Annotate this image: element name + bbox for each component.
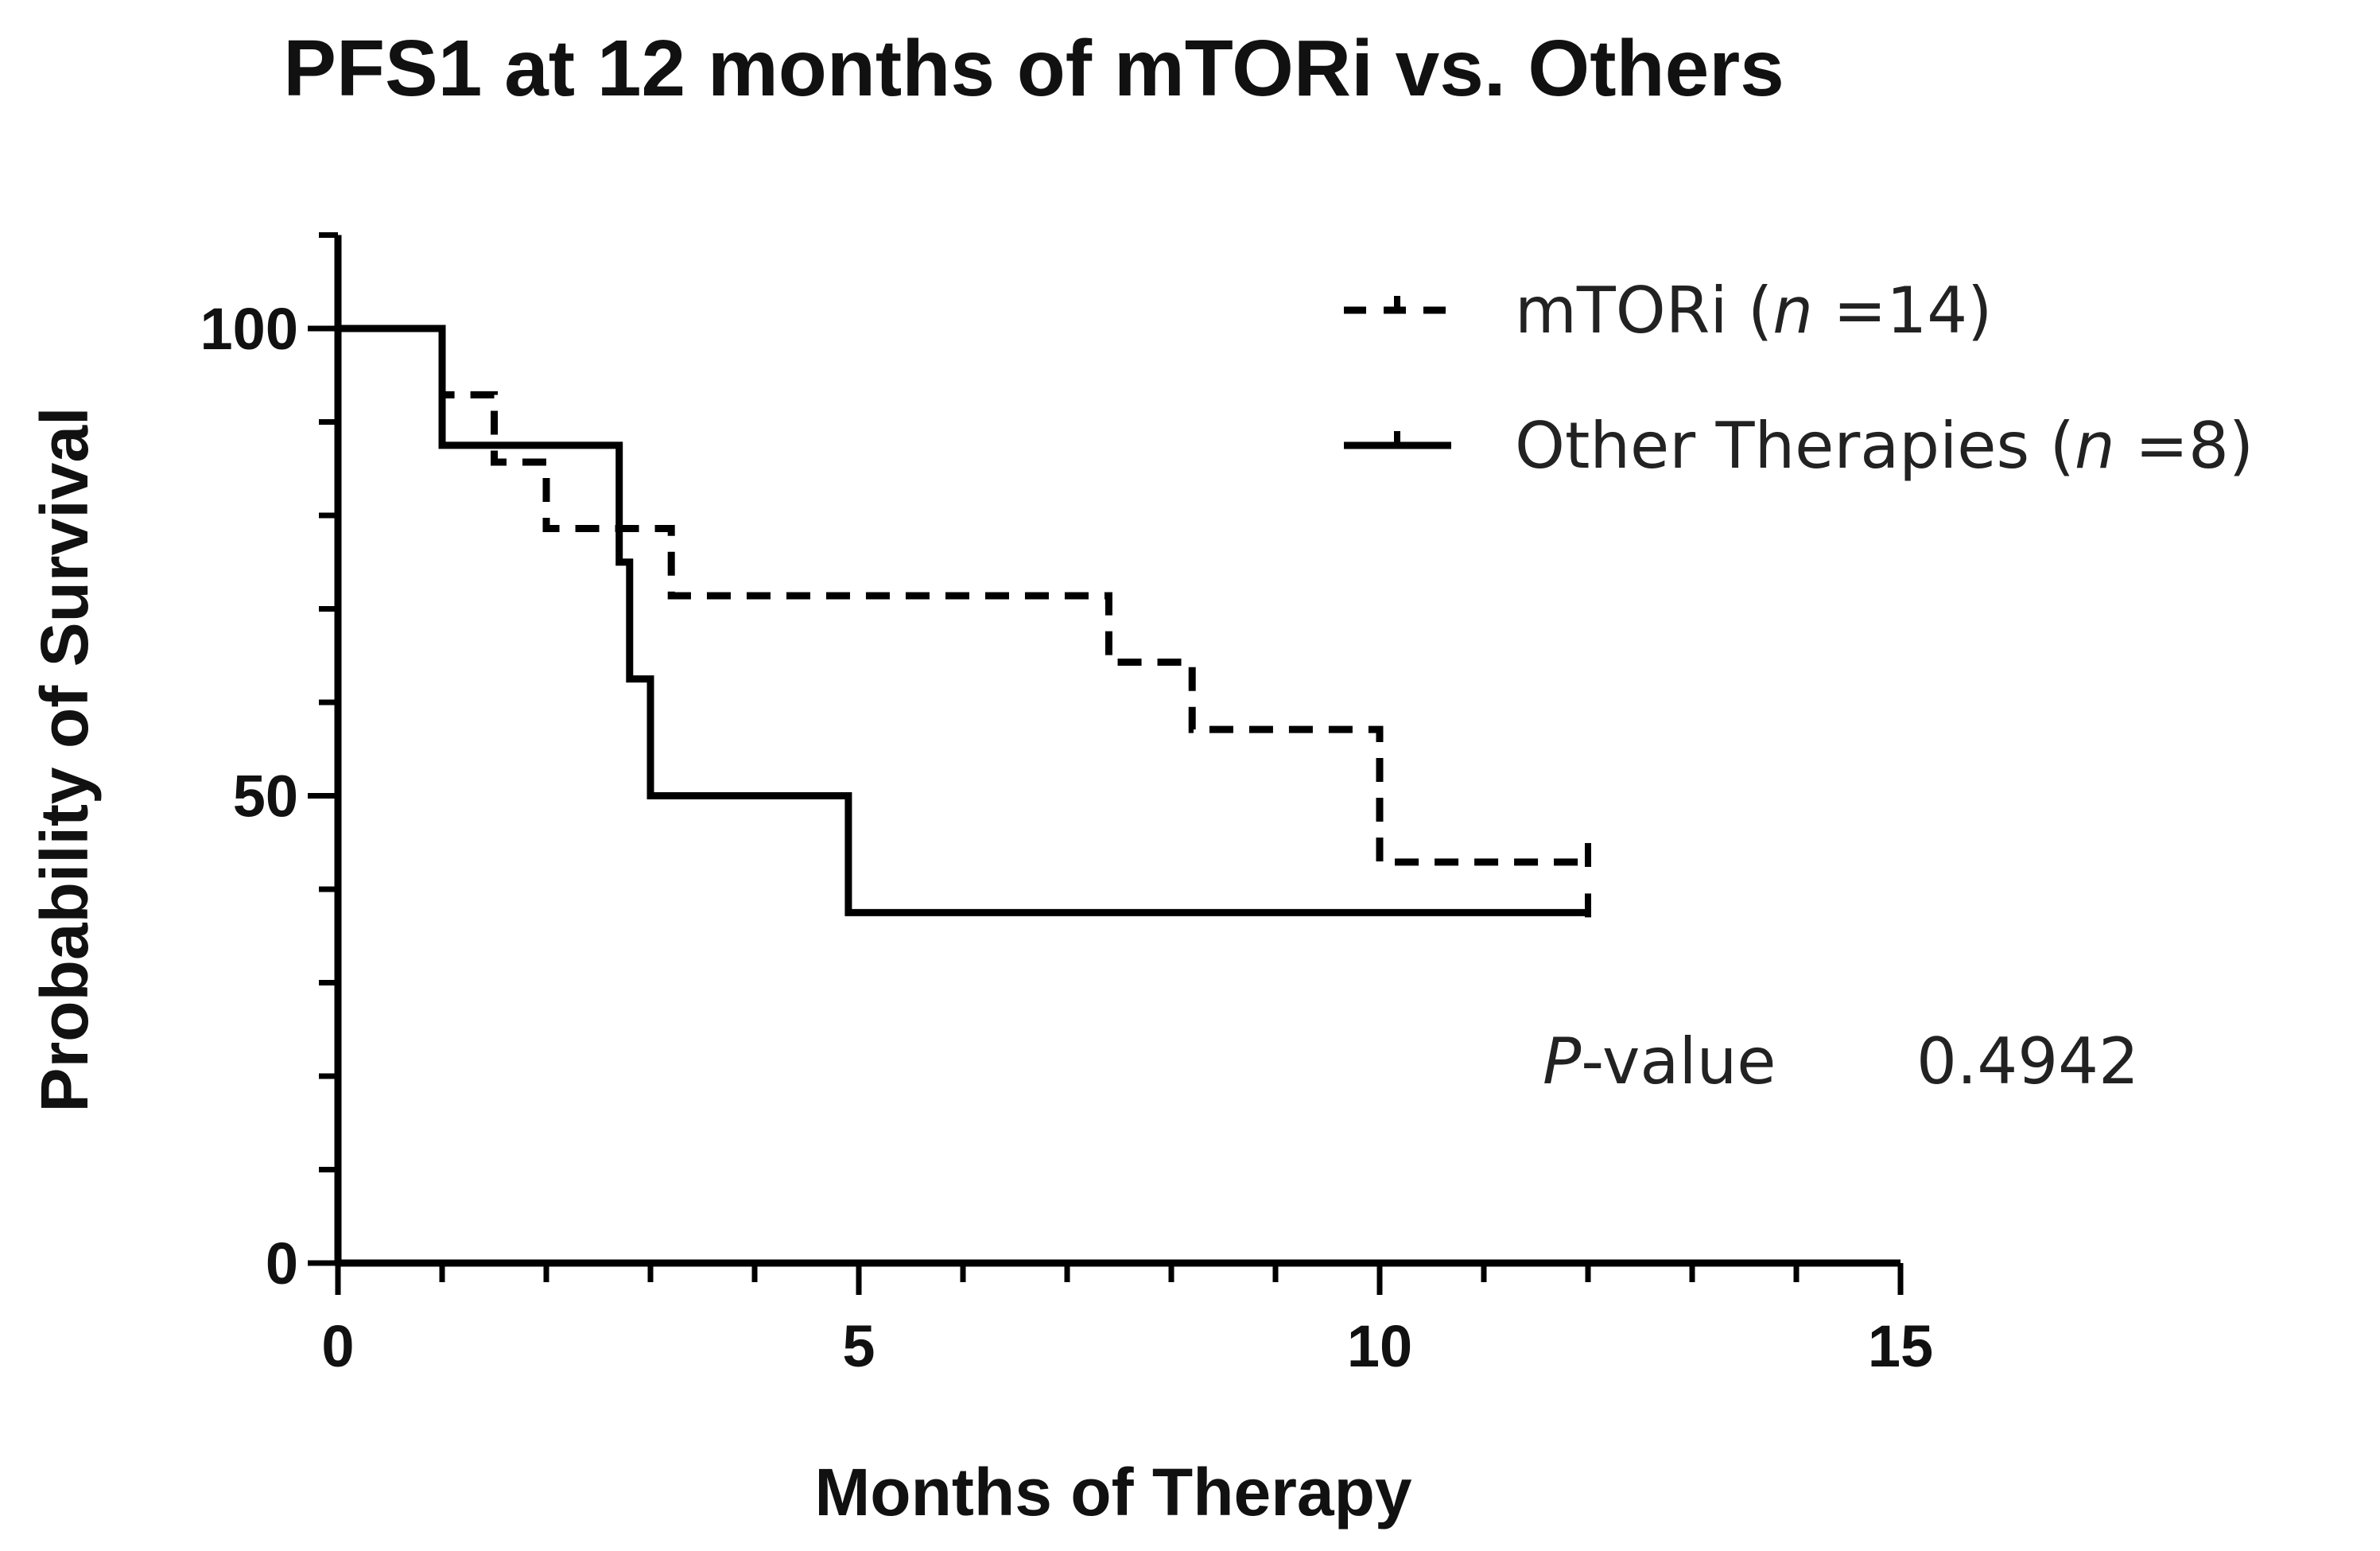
- series-line-other: [338, 325, 1588, 916]
- x-tick-label: 5: [842, 1313, 875, 1379]
- series-layer: [338, 325, 1591, 918]
- p-value-label: P-value: [1543, 1024, 1776, 1098]
- y-axis-title: Probability of Survival: [27, 407, 102, 1113]
- legend-label-mtori-n: n: [1772, 274, 1813, 348]
- legend-item-other: Other Therapies (n =8): [1344, 409, 2254, 483]
- y-tick-label: 100: [200, 296, 298, 362]
- ticks: 0 50 100 0 5 10 15: [200, 232, 1933, 1379]
- x-axis-title: Months of Therapy: [814, 1455, 1412, 1530]
- p-value-annotation: P-value 0.4942: [1543, 1024, 2139, 1098]
- legend-item-mtori: mTORi (n =14): [1344, 274, 1992, 348]
- x-tick-label: 15: [1868, 1313, 1933, 1379]
- legend-label-other-prefix: Other Therapies (: [1515, 409, 2075, 483]
- axes: [334, 235, 1901, 1267]
- p-value-value: 0.4942: [1916, 1024, 2139, 1098]
- legend-label-mtori: mTORi (n =14): [1515, 274, 1992, 348]
- legend-label-mtori-prefix: mTORi (: [1515, 274, 1772, 348]
- y-tick-label: 0: [266, 1230, 298, 1296]
- series-line-mtori: [338, 325, 1588, 866]
- legend-label-other: Other Therapies (n =8): [1515, 409, 2254, 483]
- y-tick-label: 50: [233, 764, 298, 830]
- legend-label-mtori-suffix: =14): [1813, 274, 1992, 348]
- legend-label-other-suffix: =8): [2115, 409, 2254, 483]
- legend-label-other-n: n: [2075, 409, 2115, 483]
- p-value-symbol: P: [1543, 1024, 1582, 1098]
- x-tick-label: 10: [1347, 1313, 1412, 1379]
- p-value-label-rest: -value: [1581, 1024, 1776, 1098]
- x-tick-label: 0: [321, 1313, 354, 1379]
- legend: mTORi (n =14) Other Therapies (n =8): [1344, 274, 2254, 483]
- chart-title: PFS1 at 12 months of mTORi vs. Others: [283, 24, 1784, 113]
